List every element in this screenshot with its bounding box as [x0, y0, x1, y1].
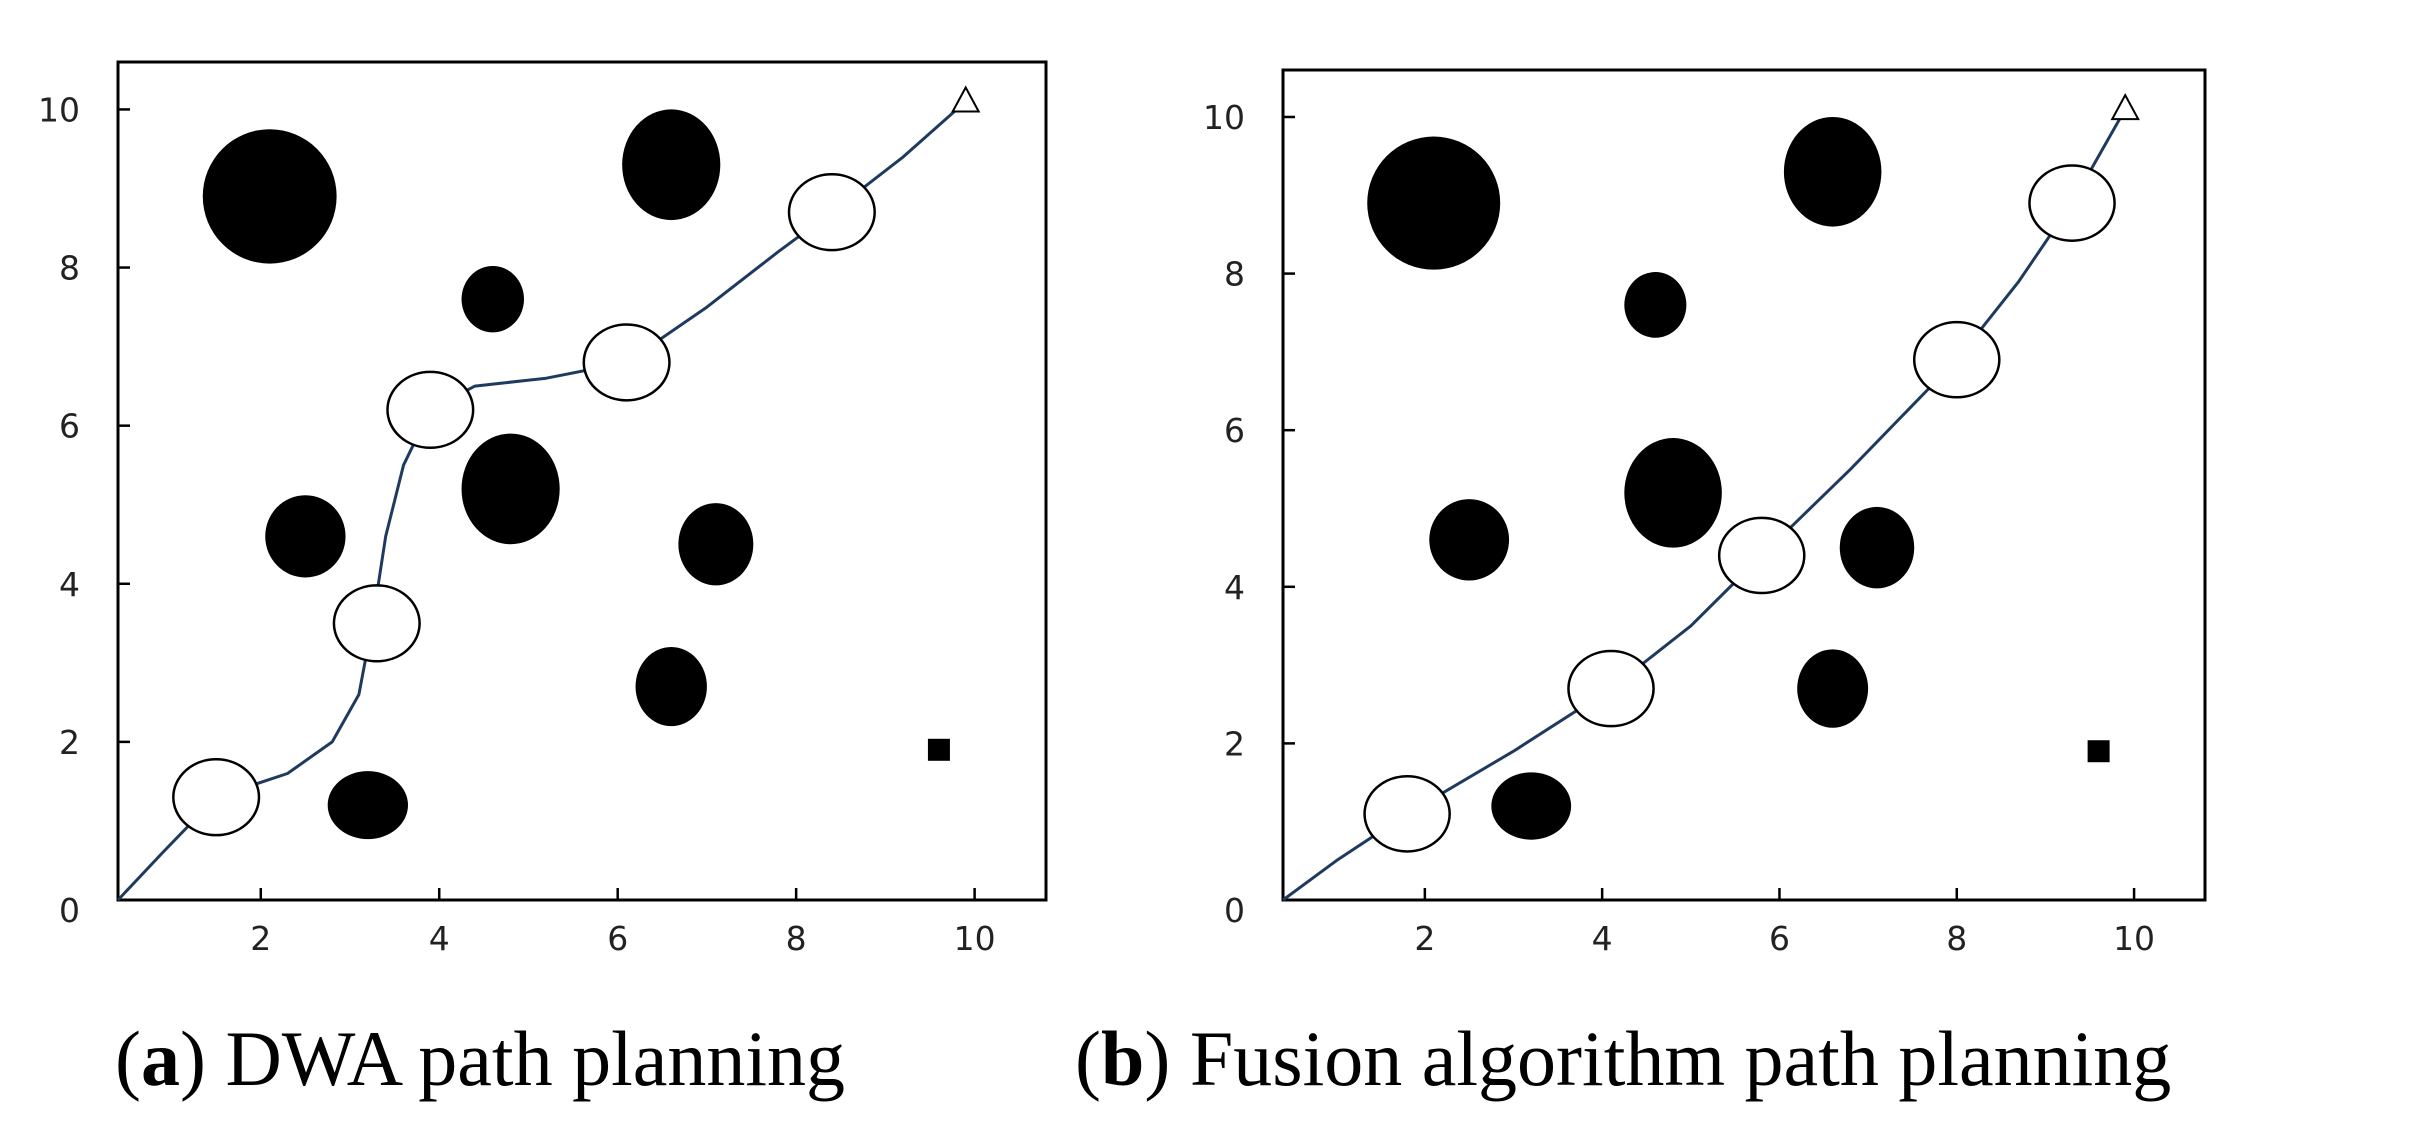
- caption-b: (b) Fusion algorithm path planning: [1075, 1015, 2171, 1102]
- obstacle: [1491, 772, 1572, 840]
- obstacle: [1624, 438, 1722, 548]
- x-tick-label: 2: [250, 919, 271, 958]
- plot-frame: [1281, 68, 2207, 902]
- goal-marker: [2110, 93, 2140, 121]
- x-tick-label: 4: [429, 919, 450, 958]
- robot-position: [332, 584, 421, 663]
- robot-position: [1717, 516, 1806, 595]
- robot-position: [787, 173, 876, 252]
- obstacle: [635, 647, 707, 727]
- obstacle: [1367, 136, 1501, 270]
- y-tick-label: 0: [1224, 891, 1245, 930]
- robot-position: [386, 370, 475, 450]
- robot-position: [172, 758, 261, 837]
- caption-a-letter: a: [141, 1015, 180, 1102]
- x-tick-label: 8: [1946, 919, 1967, 958]
- obstacle: [461, 433, 560, 545]
- x-tick-label: 8: [786, 919, 807, 958]
- panel-b: 2 4 6 8 10 0 2 4 6 8 10: [1203, 68, 2207, 958]
- obstacle: [678, 503, 754, 586]
- x-tick-label: 10: [2113, 919, 2155, 958]
- obstacle: [1429, 499, 1510, 581]
- obstacle: [1624, 272, 1687, 338]
- x-tick-label: 10: [954, 919, 996, 958]
- start-marker: [2087, 740, 2110, 763]
- obstacle: [265, 495, 346, 578]
- y-tick-label: 4: [1224, 568, 1245, 607]
- y-tick-label: 4: [59, 565, 80, 604]
- obstacle: [202, 129, 337, 264]
- goal-marker: [951, 85, 981, 113]
- y-tick-label: 6: [1224, 411, 1245, 450]
- robot-position: [582, 323, 671, 402]
- obstacle: [1783, 116, 1882, 227]
- robot-position: [1363, 775, 1451, 853]
- x-tick-label: 2: [1414, 919, 1435, 958]
- x-tick-label: 6: [607, 919, 628, 958]
- caption-a: (a) DWA path planning: [115, 1015, 845, 1102]
- caption-b-letter: b: [1101, 1015, 1144, 1102]
- y-tick-label: 10: [38, 90, 80, 129]
- obstacle: [1797, 649, 1869, 728]
- robot-position: [1567, 649, 1655, 728]
- x-tick-label: 6: [1769, 919, 1790, 958]
- robot-position: [1912, 320, 2001, 399]
- y-tick-label: 8: [59, 249, 80, 288]
- y-tick-label: 0: [59, 891, 80, 930]
- plot-frame: [116, 60, 1048, 902]
- y-tick-label: 10: [1203, 98, 1245, 137]
- obstacle: [622, 109, 721, 221]
- y-tick-label: 6: [59, 407, 80, 446]
- obstacle: [461, 265, 524, 333]
- robot-position: [2028, 164, 2116, 242]
- caption-a-text: DWA path planning: [225, 1015, 845, 1102]
- obstacle: [1839, 506, 1915, 589]
- caption-b-text: Fusion algorithm path planning: [1190, 1015, 2171, 1102]
- y-tick-label: 2: [1224, 724, 1245, 763]
- obstacle: [327, 771, 408, 840]
- y-tick-label: 8: [1224, 255, 1245, 294]
- y-tick-label: 2: [59, 723, 80, 762]
- x-tick-label: 4: [1592, 919, 1613, 958]
- panel-a: 2 4 6 8 10 0 2 4 6 8 10: [38, 60, 1048, 958]
- start-marker: [927, 738, 950, 761]
